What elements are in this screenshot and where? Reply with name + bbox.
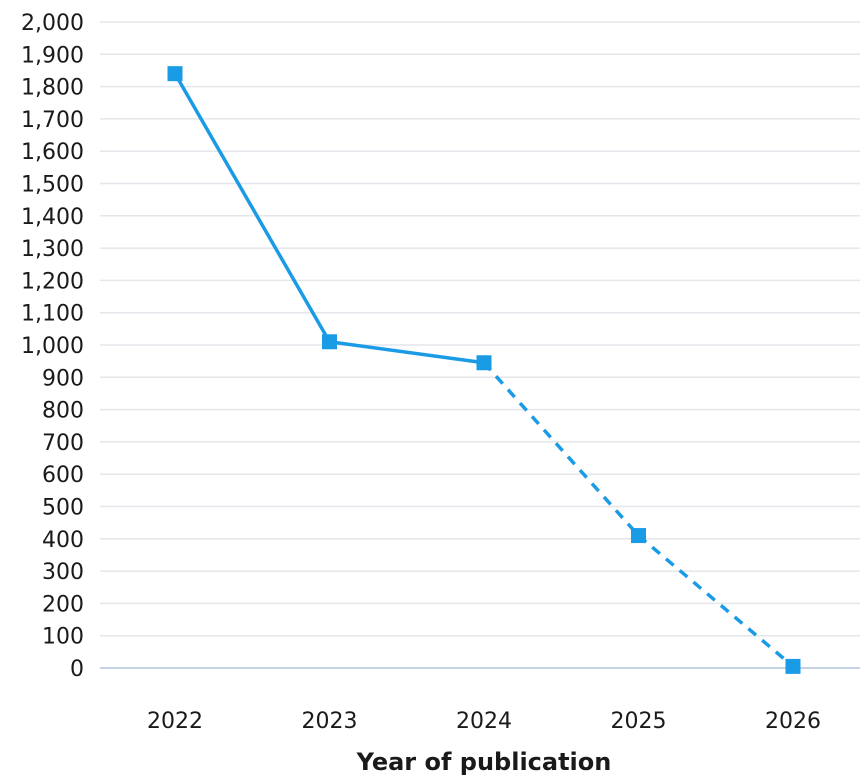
- y-tick-label: 1,500: [21, 173, 84, 198]
- y-tick-label: 900: [42, 366, 84, 391]
- y-tick-label: 1,000: [21, 334, 84, 359]
- series-lines: [173, 71, 795, 668]
- series-line-segment: [482, 361, 640, 537]
- y-tick-label: 300: [42, 560, 84, 585]
- x-tick-label: 2022: [147, 709, 203, 734]
- y-tick-label: 500: [42, 496, 84, 521]
- y-tick-label: 1,100: [21, 302, 84, 327]
- y-tick-label: 200: [42, 592, 84, 617]
- series-line-segment: [327, 340, 486, 365]
- data-point-marker: [476, 355, 492, 371]
- x-tick-label: 2025: [611, 709, 667, 734]
- x-tick-label: 2023: [302, 709, 358, 734]
- gridlines: [100, 21, 860, 669]
- y-tick-label: 1,400: [21, 205, 84, 230]
- y-tick-label: 1,300: [21, 237, 84, 262]
- y-tick-label: 1,800: [21, 76, 84, 101]
- y-tick-label: 0: [70, 657, 84, 682]
- data-point-marker: [167, 66, 183, 82]
- x-tick-label: 2026: [765, 709, 821, 734]
- data-point-marker: [785, 658, 801, 674]
- y-tick-label: 1,600: [21, 140, 84, 165]
- y-tick-label: 1,700: [21, 108, 84, 133]
- y-axis-tick-labels: 0 100 200 300 400 500 600 700 800 900 1,000 1,100 1,…: [21, 11, 84, 682]
- y-tick-label: 100: [42, 625, 84, 650]
- y-tick-label: 1,900: [21, 43, 84, 68]
- x-axis-title: Year of publication: [356, 748, 612, 776]
- series-line-segment: [173, 71, 332, 344]
- y-tick-label: 800: [42, 399, 84, 424]
- series-line-segment: [637, 534, 795, 668]
- x-tick-label: 2024: [456, 709, 512, 734]
- y-tick-label: 600: [42, 463, 84, 488]
- y-tick-label: 1,200: [21, 269, 84, 294]
- data-point-marker: [631, 528, 646, 544]
- data-point-marker: [322, 334, 337, 350]
- y-tick-label: 400: [42, 528, 84, 553]
- y-tick-label: 700: [42, 431, 84, 456]
- y-tick-label: 2,000: [21, 11, 84, 36]
- series-markers: [167, 66, 801, 674]
- x-axis-tick-labels: 2022 2023 2024 2025 2026: [147, 709, 821, 734]
